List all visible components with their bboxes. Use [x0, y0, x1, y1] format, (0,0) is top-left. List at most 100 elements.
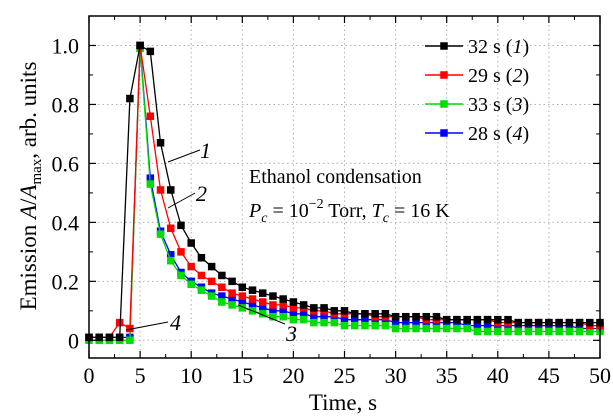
data-point: [248, 295, 257, 303]
curve-label-1: 1: [167, 138, 211, 163]
x-tick-label: 35: [436, 363, 458, 388]
data-point: [126, 336, 134, 345]
data-point: [422, 324, 431, 333]
data-point: [361, 321, 369, 330]
x-tick-label: 10: [180, 363, 202, 388]
data-point: [514, 318, 522, 327]
data-point: [473, 321, 482, 330]
data-point: [483, 315, 492, 324]
data-point: [238, 304, 247, 312]
y-axis-title-prefix: Emission: [16, 219, 41, 310]
series-layer: [85, 41, 604, 345]
data-point: [167, 186, 175, 194]
data-point: [258, 298, 267, 306]
data-point: [95, 333, 103, 342]
data-point: [473, 315, 482, 324]
data-point: [207, 277, 216, 286]
data-point: [289, 315, 298, 324]
data-point: [177, 221, 185, 230]
data-point: [218, 298, 226, 306]
data-point: [289, 310, 298, 318]
legend-entry-3: 33 s (3): [425, 94, 529, 116]
data-point: [412, 324, 420, 333]
data-point: [350, 310, 359, 318]
series-line-3: [89, 48, 600, 341]
data-point: [187, 262, 195, 271]
data-point: [575, 327, 584, 336]
data-point: [442, 324, 451, 333]
data-point: [228, 301, 236, 309]
data-point: [534, 327, 543, 336]
data-point: [279, 312, 287, 321]
tc-subscript: c: [383, 211, 390, 226]
data-point: [238, 283, 247, 291]
tc-symbol: T: [372, 200, 385, 222]
data-point: [258, 289, 267, 297]
data-point: [504, 327, 512, 336]
data-point: [126, 94, 134, 103]
data-point: [310, 318, 318, 327]
data-point: [586, 327, 594, 336]
data-point: [248, 286, 257, 294]
data-point: [146, 47, 155, 56]
data-point: [269, 292, 277, 300]
data-point: [412, 318, 420, 327]
data-point: [514, 327, 522, 336]
data-point: [565, 318, 574, 327]
data-point: [310, 312, 318, 321]
data-point: [258, 304, 267, 312]
data-point: [545, 327, 553, 336]
y-tick-label: 0.2: [52, 269, 80, 294]
data-point: [545, 318, 553, 327]
x-tick-label: 25: [334, 363, 356, 388]
x-tick-label: 30: [385, 363, 407, 388]
data-point: [534, 318, 543, 327]
pc-symbol: P: [248, 200, 261, 222]
data-point: [391, 312, 400, 321]
data-point: [289, 298, 298, 306]
data-point: [218, 271, 226, 280]
pc-exponent: −2: [309, 197, 324, 212]
legend-label: 32 s (1): [468, 36, 529, 58]
data-point: [228, 289, 236, 297]
y-tick-label: 0.8: [52, 92, 80, 117]
legend-swatch-marker: [440, 71, 448, 79]
data-point: [156, 186, 165, 194]
data-point: [299, 301, 308, 309]
y-axis-title-sub: max: [29, 158, 45, 184]
data-point: [391, 324, 400, 333]
data-point: [432, 324, 441, 333]
data-point: [524, 327, 533, 336]
data-point: [156, 230, 165, 238]
data-point: [340, 307, 349, 315]
x-tick-label: 5: [135, 363, 146, 388]
legend-label: 29 s (2): [468, 65, 529, 87]
data-point: [228, 277, 236, 286]
data-point: [187, 280, 195, 289]
data-point: [115, 318, 124, 327]
pc-unit: Torr,: [324, 200, 372, 222]
pc-subscript: c: [261, 211, 268, 226]
legend-swatch-marker: [440, 100, 448, 108]
y-axis-title-a2: A: [16, 184, 41, 201]
data-point: [238, 298, 247, 306]
data-point: [463, 324, 471, 333]
data-point: [494, 327, 502, 336]
y-tick-label: 1.0: [52, 33, 80, 58]
data-point: [279, 295, 287, 303]
data-point: [279, 301, 287, 309]
y-tick-label: 0.4: [52, 210, 80, 235]
legend-swatch-marker: [440, 129, 448, 137]
data-point: [432, 312, 441, 321]
data-point: [473, 327, 482, 336]
data-point: [320, 304, 328, 312]
data-point: [330, 307, 339, 315]
data-point: [197, 271, 206, 280]
data-point: [115, 333, 124, 342]
legend-entry-1: 32 s (1): [425, 36, 529, 58]
data-point: [299, 310, 308, 318]
data-point: [167, 256, 175, 265]
data-point: [442, 315, 451, 324]
y-axis-title-suffix: , arb. units: [16, 62, 41, 159]
data-point: [586, 318, 594, 327]
